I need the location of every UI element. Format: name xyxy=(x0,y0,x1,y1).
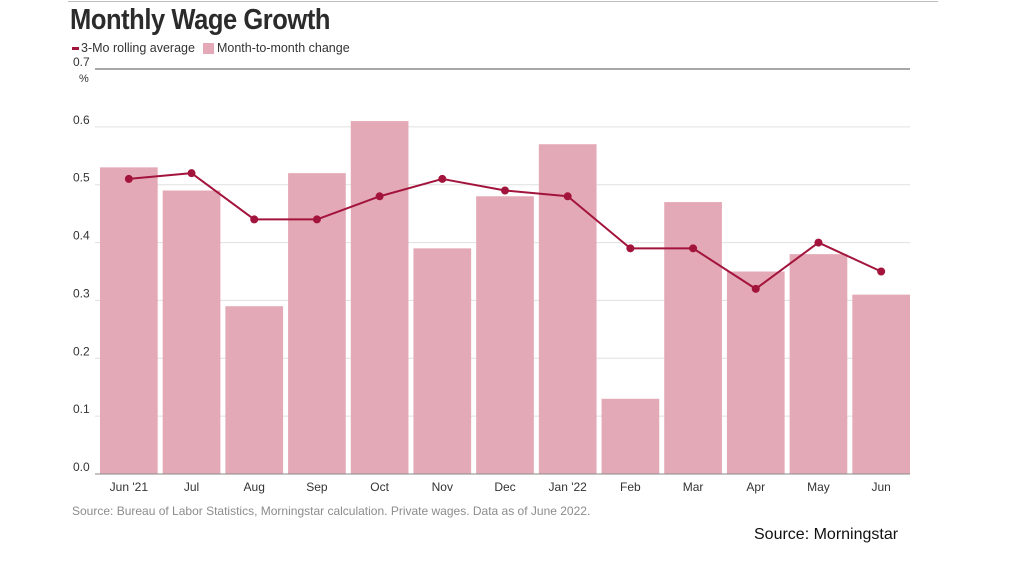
line-point xyxy=(375,192,384,201)
legend-item-rolling-average: 3-Mo rolling average xyxy=(72,41,195,55)
legend-label-rolling-average: 3-Mo rolling average xyxy=(81,41,195,55)
x-tick-label: Sep xyxy=(306,480,328,494)
x-tick-label: Jul xyxy=(184,480,199,494)
x-tick-label: Oct xyxy=(370,480,389,494)
y-tick-label: 0.4 xyxy=(73,229,90,243)
line-point xyxy=(751,284,760,293)
x-tick-label: Jun '21 xyxy=(110,480,149,494)
bar xyxy=(664,202,722,475)
line-point xyxy=(312,215,321,224)
line-point xyxy=(689,244,698,253)
y-tick-label: 0.7 xyxy=(73,55,90,69)
x-tick-label: Aug xyxy=(244,480,265,494)
bar xyxy=(100,167,158,474)
y-unit-label: % xyxy=(79,73,89,85)
y-tick-label: 0.6 xyxy=(73,113,90,127)
x-tick-label: Nov xyxy=(432,480,453,494)
line-point xyxy=(187,169,196,178)
line-point xyxy=(626,244,635,253)
x-tick-label: Apr xyxy=(746,480,765,494)
y-tick-label: 0.2 xyxy=(73,344,90,358)
bar xyxy=(476,196,534,475)
y-tick-label: 0.3 xyxy=(73,286,90,300)
bar xyxy=(225,306,284,474)
bar xyxy=(413,248,472,474)
bar xyxy=(789,254,848,474)
legend-line-swatch xyxy=(72,46,79,50)
source-note: Source: Bureau of Labor Statistics, Morn… xyxy=(72,504,591,518)
legend-box-swatch xyxy=(202,42,214,54)
top-rule xyxy=(68,1,938,2)
x-tick-label: Dec xyxy=(494,480,515,494)
x-tick-label: Feb xyxy=(620,480,641,494)
bar xyxy=(350,121,409,475)
line-point xyxy=(250,215,259,224)
line-point xyxy=(563,192,572,201)
bar xyxy=(726,271,785,474)
line-point xyxy=(501,186,509,195)
bar xyxy=(852,294,910,474)
legend-item-monthly-change: Month-to-month change xyxy=(202,41,350,55)
line-point xyxy=(438,174,447,183)
x-tick-label: Jan '22 xyxy=(549,480,588,494)
y-tick-label: 0.5 xyxy=(73,171,90,185)
bar xyxy=(601,398,660,474)
x-tick-label: Mar xyxy=(683,480,704,494)
x-tick-label: Jun xyxy=(871,480,890,494)
legend: 3-Mo rolling average Month-to-month chan… xyxy=(72,41,358,55)
y-tick-label: 0.0 xyxy=(73,460,90,474)
line-point xyxy=(877,267,886,276)
line-point xyxy=(124,174,133,183)
legend-label-monthly-change: Month-to-month change xyxy=(216,41,350,55)
y-tick-label: 0.1 xyxy=(73,402,90,416)
x-tick-label: May xyxy=(807,480,830,494)
line-point xyxy=(814,238,823,247)
source-credit: Source: Morningstar xyxy=(754,526,899,543)
bar xyxy=(162,190,221,474)
chart-title: Monthly Wage Growth xyxy=(70,4,331,36)
